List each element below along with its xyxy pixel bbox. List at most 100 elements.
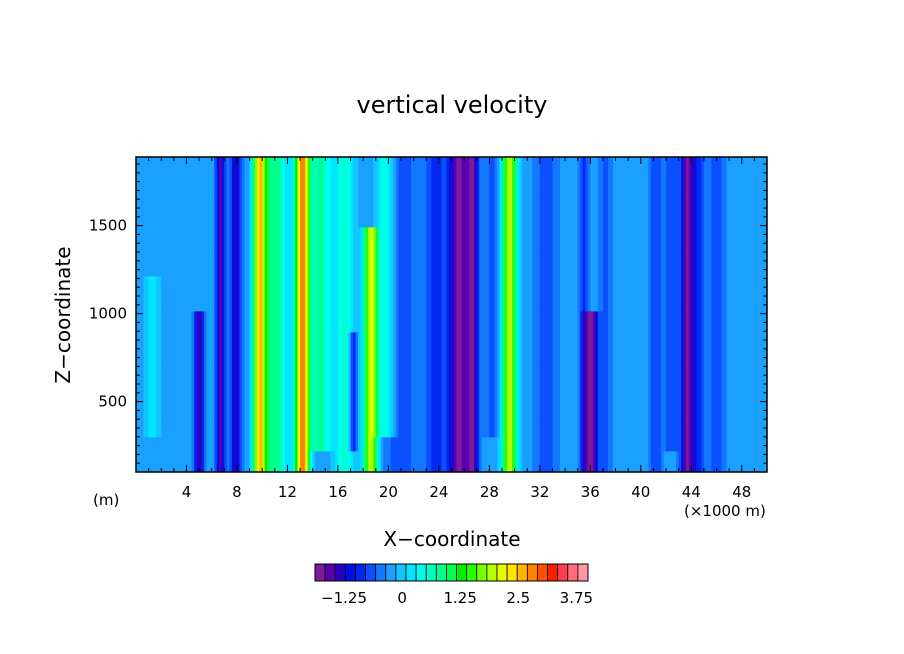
heatmap-cell <box>393 269 397 277</box>
heatmap-cell <box>191 311 195 319</box>
heatmap-cell <box>231 423 235 431</box>
heatmap-cell <box>287 458 291 466</box>
heatmap-cell <box>330 388 334 396</box>
heatmap-cell <box>358 199 362 207</box>
heatmap-cell <box>161 437 165 445</box>
heatmap-cell <box>236 381 240 389</box>
heatmap-cell <box>413 283 417 291</box>
heatmap-cell <box>330 297 334 305</box>
heatmap-cell <box>408 402 412 410</box>
heatmap-cell <box>279 374 283 382</box>
heatmap-cell <box>325 451 329 459</box>
heatmap-cell <box>173 185 177 193</box>
heatmap-cell <box>221 458 225 466</box>
heatmap-cell <box>277 395 281 403</box>
heatmap-cell <box>305 318 309 326</box>
heatmap-cell <box>295 416 298 424</box>
heatmap-cell <box>320 423 324 431</box>
heatmap-cell <box>413 409 417 417</box>
heatmap-cell <box>178 164 182 172</box>
heatmap-cell <box>300 276 303 284</box>
heatmap-cell <box>350 220 354 228</box>
heatmap-cell <box>272 283 276 291</box>
heatmap-cell <box>287 248 291 256</box>
heatmap-cell <box>151 346 155 354</box>
heatmap-cell <box>173 178 177 186</box>
heatmap-cell <box>259 283 263 291</box>
heatmap-cell <box>234 297 238 305</box>
heatmap-cell <box>199 395 203 403</box>
heatmap-cell <box>330 444 334 452</box>
heatmap-cell <box>385 248 389 256</box>
heatmap-cell <box>348 206 351 214</box>
heatmap-cell <box>277 465 281 472</box>
heatmap-cell <box>312 157 316 165</box>
heatmap-cell <box>156 297 160 305</box>
heatmap-cell <box>206 367 210 375</box>
heatmap-cell <box>325 332 329 340</box>
heatmap-cell <box>360 276 364 284</box>
heatmap-cell <box>307 213 311 221</box>
heatmap-cell <box>383 346 387 354</box>
heatmap-cell <box>158 388 162 396</box>
heatmap-cell <box>305 437 309 445</box>
heatmap-cell <box>226 220 230 228</box>
heatmap-cell <box>398 360 402 368</box>
heatmap-cell <box>274 318 278 326</box>
heatmap-cell <box>289 290 293 298</box>
heatmap-cell <box>221 311 225 319</box>
heatmap-cell <box>310 374 314 382</box>
heatmap-cell <box>388 206 392 214</box>
heatmap-cell <box>181 241 185 249</box>
heatmap-cell <box>201 234 205 242</box>
heatmap-cell <box>272 311 276 319</box>
heatmap-cell <box>176 220 180 228</box>
heatmap-cell <box>380 248 384 256</box>
heatmap-cell <box>161 332 165 340</box>
heatmap-cell <box>257 416 261 424</box>
heatmap-cell <box>363 409 367 417</box>
heatmap-cell <box>234 234 238 242</box>
heatmap-cell <box>388 192 392 200</box>
heatmap-cell <box>385 402 389 410</box>
heatmap-cell <box>141 409 144 417</box>
heatmap-cell <box>201 409 205 417</box>
heatmap-cell <box>355 339 359 347</box>
heatmap-cell <box>262 185 266 193</box>
heatmap-cell <box>300 395 303 403</box>
heatmap-cell <box>380 262 384 270</box>
heatmap-cell <box>403 178 407 186</box>
heatmap-cell <box>322 332 326 340</box>
heatmap-cell <box>189 325 192 333</box>
heatmap-cell <box>259 269 263 277</box>
heatmap-cell <box>385 388 389 396</box>
heatmap-cell <box>327 234 331 242</box>
heatmap-cell <box>178 374 182 382</box>
heatmap-cell <box>360 262 364 270</box>
heatmap-cell <box>287 367 291 375</box>
heatmap-cell <box>307 178 311 186</box>
heatmap-cell <box>249 374 253 382</box>
heatmap-cell <box>295 185 298 193</box>
heatmap-cell <box>279 178 283 186</box>
heatmap-cell <box>211 283 215 291</box>
heatmap-cell <box>229 178 233 186</box>
heatmap-cell <box>168 395 172 403</box>
heatmap-cell <box>335 255 339 263</box>
heatmap-cell <box>327 430 331 438</box>
heatmap-cell <box>143 171 147 179</box>
heatmap-cell <box>292 409 296 417</box>
heatmap-cell <box>163 353 167 361</box>
heatmap-cell <box>295 227 298 235</box>
heatmap-cell <box>368 227 372 235</box>
heatmap-cell <box>348 290 351 298</box>
heatmap-cell <box>274 423 278 431</box>
heatmap-cell <box>148 157 152 165</box>
heatmap-cell <box>360 374 364 382</box>
heatmap-cell <box>204 360 208 368</box>
heatmap-cell <box>158 339 162 347</box>
heatmap-cell <box>312 437 316 445</box>
heatmap-cell <box>284 458 288 466</box>
heatmap-cell <box>335 171 339 179</box>
heatmap-cell <box>305 213 309 221</box>
